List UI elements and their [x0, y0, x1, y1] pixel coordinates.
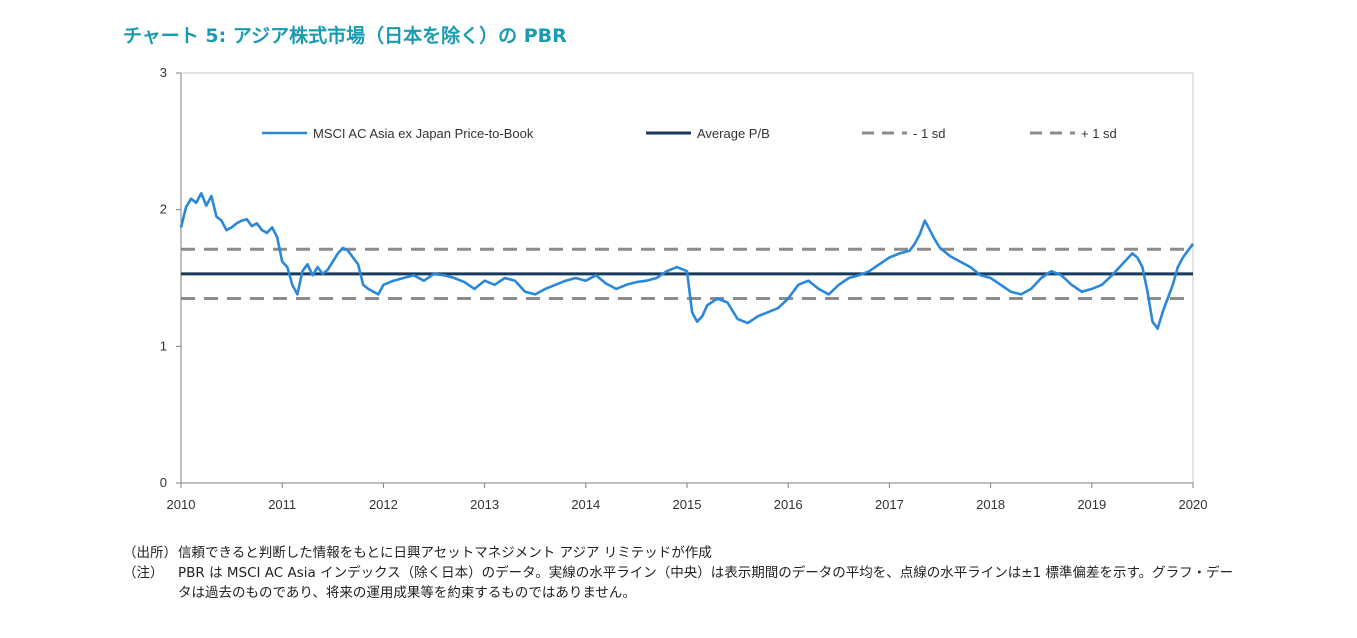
- x-tick-label: 2015: [673, 497, 702, 512]
- legend-label: + 1 sd: [1081, 126, 1117, 141]
- series-line-pbr: [179, 192, 1195, 330]
- notes: （出所） 信頼できると判断した情報をもとに日興アセットマネジメント アジア リミ…: [123, 543, 1238, 603]
- source-text: 信頼できると判断した情報をもとに日興アセットマネジメント アジア リミテッドが作…: [178, 545, 712, 561]
- y-tick-label: 3: [160, 65, 167, 80]
- chart-series: [179, 192, 1195, 330]
- y-tick-label: 2: [160, 202, 167, 217]
- x-tick-label: 2011: [268, 497, 296, 512]
- legend-label: - 1 sd: [913, 126, 946, 141]
- legend-label: MSCI AC Asia ex Japan Price-to-Book: [313, 126, 534, 141]
- x-tick-label: 2014: [571, 497, 600, 512]
- x-tick-label: 2018: [976, 497, 1005, 512]
- x-tick-label: 2020: [1179, 497, 1208, 512]
- legend-label: Average P/B: [697, 126, 770, 141]
- x-tick-label: 2013: [470, 497, 499, 512]
- page-title: チャート 5: アジア株式市場（日本を除く）の PBR: [123, 25, 567, 47]
- note-text: PBR は MSCI AC Asia インデックス（除く日本）のデータ。実線の水…: [178, 565, 1234, 601]
- x-tick-label: 2017: [875, 497, 904, 512]
- x-tick-label: 2019: [1077, 497, 1106, 512]
- chart-legend: MSCI AC Asia ex Japan Price-to-Book Avera…: [262, 126, 1117, 141]
- y-tick-label: 0: [160, 475, 167, 490]
- note-label: （注）: [123, 565, 164, 581]
- pbr-chart: 0 1 2 3 2010 2011 2012 2013 2014 2015 2016 2017 2018…: [160, 65, 1208, 512]
- x-tick-label: 2012: [369, 497, 398, 512]
- chart-axes: 0 1 2 3 2010 2011 2012 2013 2014 2015 2016 2017 2018…: [160, 65, 1208, 512]
- x-tick-label: 2010: [167, 497, 196, 512]
- y-tick-label: 1: [160, 338, 167, 353]
- source-label: （出所）: [123, 545, 177, 561]
- x-tick-label: 2016: [774, 497, 803, 512]
